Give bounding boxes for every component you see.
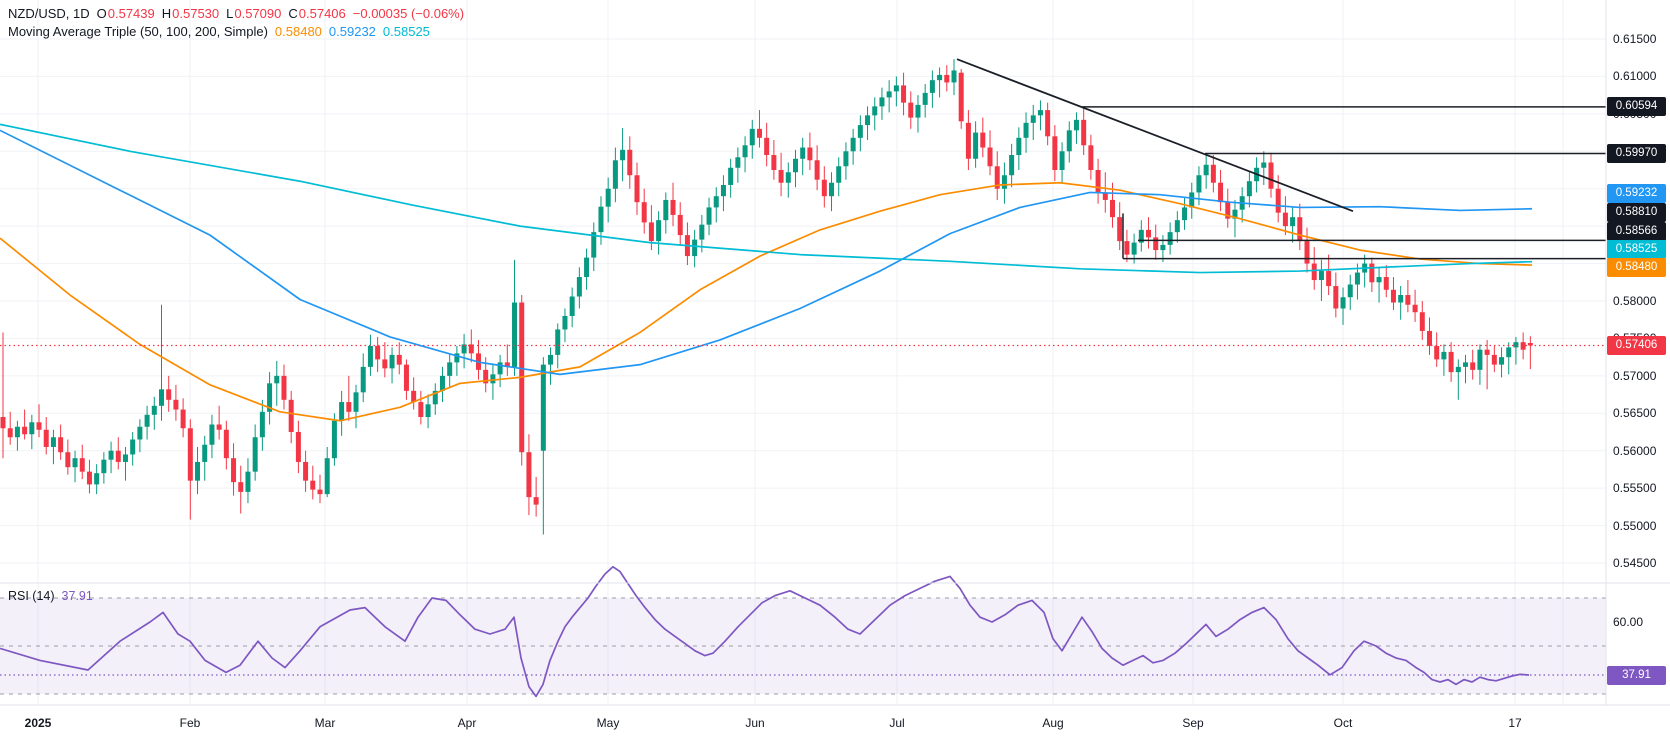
rsi-value: 37.91 (61, 589, 93, 603)
rsi-line (0, 565, 1530, 698)
rsi-tick-label: 60.00 (1613, 615, 1644, 629)
axis-price-badge: 37.91 (1607, 665, 1666, 685)
price-tick-label: 0.55500 (1613, 481, 1657, 496)
time-axis-label: Feb (179, 716, 201, 730)
ohlc-open: O 0.57439 (96, 6, 155, 21)
price-tick-label: 0.58000 (1613, 294, 1657, 308)
ma100-value: 0.59232 (328, 24, 376, 39)
ohlc-close: C 0.57406 (288, 6, 346, 21)
pane-separators (0, 0, 1670, 706)
sma-50-line (0, 181, 1533, 422)
price-tick-label: 0.57000 (1613, 368, 1657, 383)
time-axis-label: Oct (1333, 716, 1353, 730)
time-axis-label: Aug (1042, 716, 1064, 730)
ma200-value: 0.58525 (382, 24, 430, 39)
ohlc-low: L 0.57090 (226, 6, 282, 21)
ma50-value: 0.58480 (274, 24, 322, 39)
descending-trendline (956, 58, 1354, 213)
symbol-legend-row[interactable]: NZD/USD, 1D O 0.57439 H 0.57530 L 0.57090 C… (8, 6, 464, 21)
rsi-band (0, 597, 1606, 695)
time-axis-label: Jun (745, 716, 765, 730)
price-tick-label: 0.54500 (1613, 556, 1657, 570)
axis-price-badge: 0.58480 (1607, 257, 1666, 277)
symbol-title: NZD/USD, 1D (8, 6, 90, 21)
sma-100-line (0, 129, 1533, 376)
drawings (956, 58, 1606, 260)
time-axis-label: Mar (314, 716, 336, 730)
axis-price-badge: 0.59232 (1607, 183, 1666, 203)
time-axis-label: 17 (1508, 716, 1522, 730)
price-tick-label: 0.61500 (1613, 32, 1657, 46)
axis-price-badge: 0.57406 (1607, 335, 1666, 355)
price-tick-label: 0.56500 (1613, 406, 1657, 421)
price-tick-label: 0.55000 (1613, 518, 1657, 533)
time-gridlines (37, 0, 1564, 705)
candlestick-series (0, 59, 1533, 535)
rsi-indicator-title: RSI (14) (8, 589, 55, 603)
ma-indicator-legend-row[interactable]: Moving Average Triple (50, 100, 200, Sim… (8, 24, 430, 39)
time-axis-label: Jul (889, 716, 905, 730)
axis-price-badge: 0.58566 (1607, 221, 1666, 241)
price-change: −0.00035 (−0.06%) (352, 6, 465, 21)
axis-price-badge: 0.59970 (1607, 143, 1666, 163)
time-axis-label: Apr (457, 716, 477, 730)
time-axis-label: May (596, 716, 620, 730)
time-axis-label: 2025 (24, 716, 52, 730)
ohlc-high: H 0.57530 (161, 6, 220, 21)
time-axis-label: Sep (1182, 716, 1204, 730)
axis-price-badge: 0.60594 (1607, 96, 1666, 116)
axis-price-badge: 0.58810 (1607, 202, 1666, 222)
price-gridlines (0, 38, 1606, 564)
axis-price-badge: 0.58525 (1607, 239, 1666, 259)
ma-indicator-title: Moving Average Triple (50, 100, 200, Sim… (8, 24, 268, 39)
price-tick-label: 0.56000 (1613, 443, 1657, 458)
price-tick-label: 0.61000 (1613, 69, 1657, 84)
sma-200-line (0, 123, 1533, 274)
rsi-indicator-legend-row[interactable]: RSI (14) 37.91 (8, 589, 93, 603)
